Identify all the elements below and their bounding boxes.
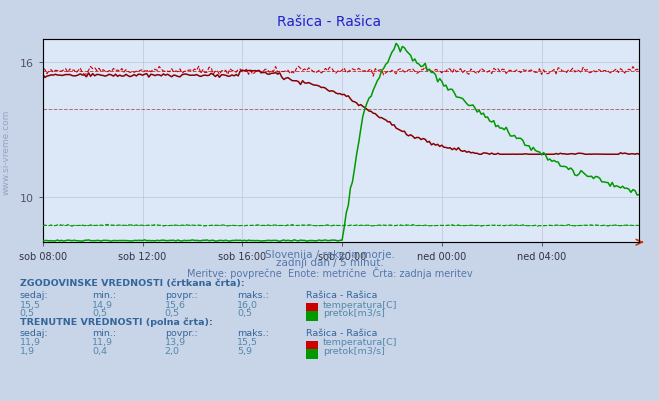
Text: 2,0: 2,0 — [165, 346, 180, 354]
Text: maks.:: maks.: — [237, 328, 269, 337]
Text: 14,9: 14,9 — [92, 300, 113, 309]
Text: pretok[m3/s]: pretok[m3/s] — [323, 346, 385, 354]
Text: maks.:: maks.: — [237, 290, 269, 299]
Text: 15,6: 15,6 — [165, 300, 186, 309]
Text: min.:: min.: — [92, 328, 117, 337]
Text: 0,5: 0,5 — [165, 308, 180, 317]
Text: 16,0: 16,0 — [237, 300, 258, 309]
Text: Rašica - Rašica: Rašica - Rašica — [277, 15, 382, 29]
Text: 0,5: 0,5 — [237, 308, 252, 317]
Text: temperatura[C]: temperatura[C] — [323, 300, 397, 309]
Text: zadnji dan / 5 minut.: zadnji dan / 5 minut. — [275, 257, 384, 267]
Text: Meritve: povprečne  Enote: metrične  Črta: zadnja meritev: Meritve: povprečne Enote: metrične Črta:… — [186, 267, 473, 279]
Text: 1,9: 1,9 — [20, 346, 35, 354]
Text: 11,9: 11,9 — [92, 338, 113, 346]
Text: 0,5: 0,5 — [20, 308, 35, 317]
Text: ZGODOVINSKE VREDNOSTI (črtkana črta):: ZGODOVINSKE VREDNOSTI (črtkana črta): — [20, 279, 244, 288]
Text: 15,5: 15,5 — [237, 338, 258, 346]
Text: www.si-vreme.com: www.si-vreme.com — [2, 110, 11, 195]
Text: sedaj:: sedaj: — [20, 328, 48, 337]
Text: 13,9: 13,9 — [165, 338, 186, 346]
Text: povpr.:: povpr.: — [165, 290, 198, 299]
Text: Rašica - Rašica: Rašica - Rašica — [306, 328, 378, 337]
Text: TRENUTNE VREDNOSTI (polna črta):: TRENUTNE VREDNOSTI (polna črta): — [20, 317, 212, 326]
Text: povpr.:: povpr.: — [165, 328, 198, 337]
Text: 0,5: 0,5 — [92, 308, 107, 317]
Text: Slovenija / reke in morje.: Slovenija / reke in morje. — [264, 249, 395, 259]
Text: 5,9: 5,9 — [237, 346, 252, 354]
Text: min.:: min.: — [92, 290, 117, 299]
Text: temperatura[C]: temperatura[C] — [323, 338, 397, 346]
Text: Rašica - Rašica: Rašica - Rašica — [306, 290, 378, 299]
Text: 0,4: 0,4 — [92, 346, 107, 354]
Text: sedaj:: sedaj: — [20, 290, 48, 299]
Text: pretok[m3/s]: pretok[m3/s] — [323, 308, 385, 317]
Text: 15,5: 15,5 — [20, 300, 41, 309]
Text: 11,9: 11,9 — [20, 338, 41, 346]
